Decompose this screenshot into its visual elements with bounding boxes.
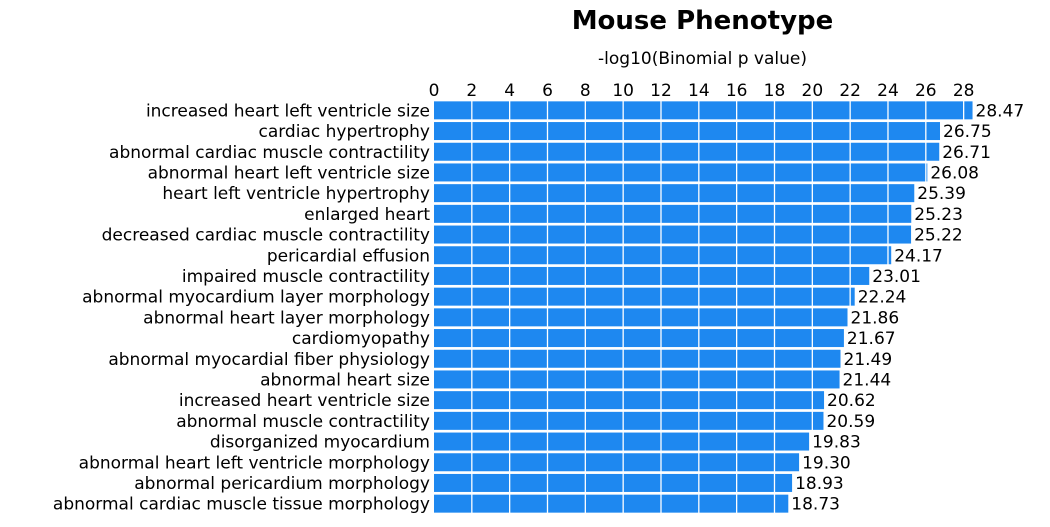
value-label: 23.01 [872, 267, 921, 287]
bar [434, 246, 892, 265]
value-label: 26.71 [942, 143, 991, 163]
category-label: impaired muscle contractility [182, 267, 430, 287]
category-label: abnormal cardiac muscle contractility [109, 143, 430, 163]
value-label: 25.39 [917, 184, 966, 204]
bar [434, 184, 915, 203]
x-tick-label: 22 [839, 81, 861, 101]
bar [434, 204, 912, 223]
bars-layer [434, 101, 973, 513]
value-label: 24.17 [894, 246, 943, 266]
category-label: increased heart left ventricle size [146, 101, 430, 121]
category-label: decreased cardiac muscle contractility [102, 226, 430, 246]
category-label: disorganized myocardium [210, 433, 430, 453]
x-axis-ticks: 0 2 4 6 8 10 12 14 16 18 20 22 24 26 28 [429, 81, 975, 101]
x-tick-label: 2 [466, 81, 477, 101]
value-labels: 28.4726.7526.7126.0825.3925.2325.2224.17… [791, 101, 1024, 514]
category-label: abnormal muscle contractility [176, 412, 430, 432]
value-label: 19.83 [812, 433, 861, 453]
bar [434, 370, 840, 389]
bar [434, 225, 912, 244]
value-label: 21.86 [851, 308, 900, 328]
category-label: abnormal heart left ventricle size [148, 163, 430, 183]
x-tick-label: 4 [504, 81, 515, 101]
bar [434, 101, 973, 120]
x-tick-label: 6 [542, 81, 553, 101]
category-label: abnormal heart left ventricle morphology [79, 453, 430, 473]
value-label: 19.30 [802, 453, 851, 473]
grid-layer [471, 100, 965, 514]
x-tick-label: 28 [953, 81, 975, 101]
value-label: 26.08 [930, 163, 979, 183]
category-label: abnormal myocardium layer morphology [82, 288, 430, 308]
bar [434, 329, 844, 348]
category-label: abnormal myocardial fiber physiology [108, 350, 430, 370]
x-tick-label: 26 [915, 81, 937, 101]
value-label: 25.23 [914, 205, 963, 225]
category-label: abnormal heart layer morphology [143, 308, 430, 328]
category-label: abnormal pericardium morphology [134, 474, 430, 494]
x-tick-label: 20 [802, 81, 824, 101]
category-label: cardiomyopathy [292, 329, 430, 349]
category-label: enlarged heart [304, 205, 430, 225]
x-tick-label: 24 [877, 81, 899, 101]
bar [434, 391, 825, 410]
x-tick-label: 14 [688, 81, 710, 101]
value-label: 18.93 [795, 474, 844, 494]
bar [434, 349, 841, 368]
bar [434, 287, 855, 306]
value-label: 26.75 [943, 122, 992, 142]
x-tick-label: 16 [726, 81, 748, 101]
value-label: 20.62 [827, 391, 876, 411]
category-label: increased heart ventricle size [179, 391, 430, 411]
category-labels: increased heart left ventricle sizecardi… [53, 101, 430, 514]
chart-title: Mouse Phenotype [571, 6, 834, 36]
value-label: 21.44 [843, 370, 892, 390]
bar [434, 266, 870, 285]
value-label: 25.22 [914, 226, 963, 246]
category-label: pericardial effusion [267, 246, 430, 266]
bar [434, 432, 810, 451]
x-axis-label: -log10(Binomial p value) [598, 49, 807, 69]
bar [434, 453, 800, 472]
x-tick-label: 10 [612, 81, 634, 101]
value-label: 28.47 [976, 101, 1025, 121]
x-tick-label: 18 [764, 81, 786, 101]
category-label: heart left ventricle hypertrophy [162, 184, 430, 204]
x-tick-label: 12 [650, 81, 672, 101]
bar [434, 411, 824, 430]
bar [434, 163, 928, 182]
x-tick-label: 8 [580, 81, 591, 101]
value-label: 18.73 [791, 495, 840, 515]
category-label: cardiac hypertrophy [258, 122, 430, 142]
x-tick-label: 0 [429, 81, 440, 101]
bar [434, 473, 793, 492]
value-label: 21.67 [847, 329, 896, 349]
value-label: 20.59 [826, 412, 875, 432]
value-label: 21.49 [844, 350, 893, 370]
bar [434, 122, 941, 141]
category-label: abnormal cardiac muscle tissue morpholog… [53, 495, 430, 515]
value-label: 22.24 [858, 288, 907, 308]
bar [434, 494, 789, 513]
bar [434, 308, 848, 327]
category-label: abnormal heart size [260, 370, 430, 390]
